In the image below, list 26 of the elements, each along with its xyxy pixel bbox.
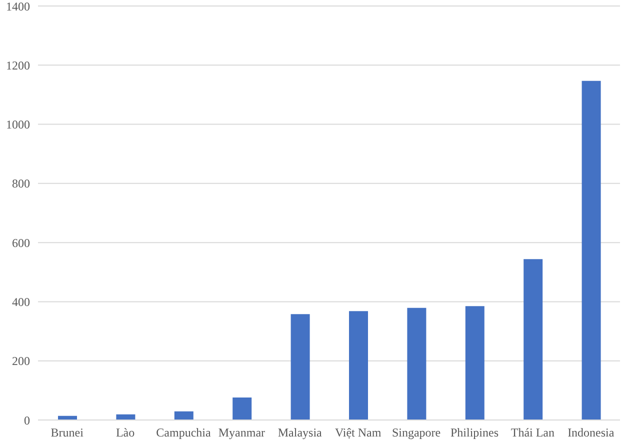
- y-tick-label: 400: [12, 294, 30, 309]
- bar: [407, 308, 426, 420]
- bar: [349, 311, 368, 420]
- y-tick-label: 0: [24, 413, 30, 428]
- y-tick-label: 600: [12, 236, 30, 250]
- x-tick-label: Brunei: [50, 426, 84, 440]
- x-tick-label: Indonesia: [568, 426, 615, 440]
- x-tick-label: Việt Nam: [334, 426, 382, 440]
- x-tick-label: Myanmar: [218, 426, 266, 440]
- x-tick-label: Thái Lan: [510, 426, 555, 440]
- y-tick-label: 800: [12, 176, 30, 191]
- bar: [174, 411, 194, 420]
- bar: [465, 306, 484, 420]
- y-tick-label: 1000: [6, 118, 30, 132]
- x-tick-label: Philipines: [450, 426, 499, 440]
- bar: [524, 259, 543, 420]
- y-tick-label: 1200: [6, 58, 30, 72]
- x-tick-label: Lào: [116, 426, 135, 440]
- x-tick-label: Singapore: [392, 426, 441, 440]
- x-tick-label: Campuchia: [156, 426, 212, 440]
- y-tick-label: 200: [12, 354, 30, 368]
- bar: [582, 80, 601, 420]
- bar: [290, 314, 310, 420]
- y-tick-label: 1400: [6, 0, 30, 14]
- bar: [232, 398, 252, 420]
- x-tick-label: Malaysia: [278, 426, 323, 440]
